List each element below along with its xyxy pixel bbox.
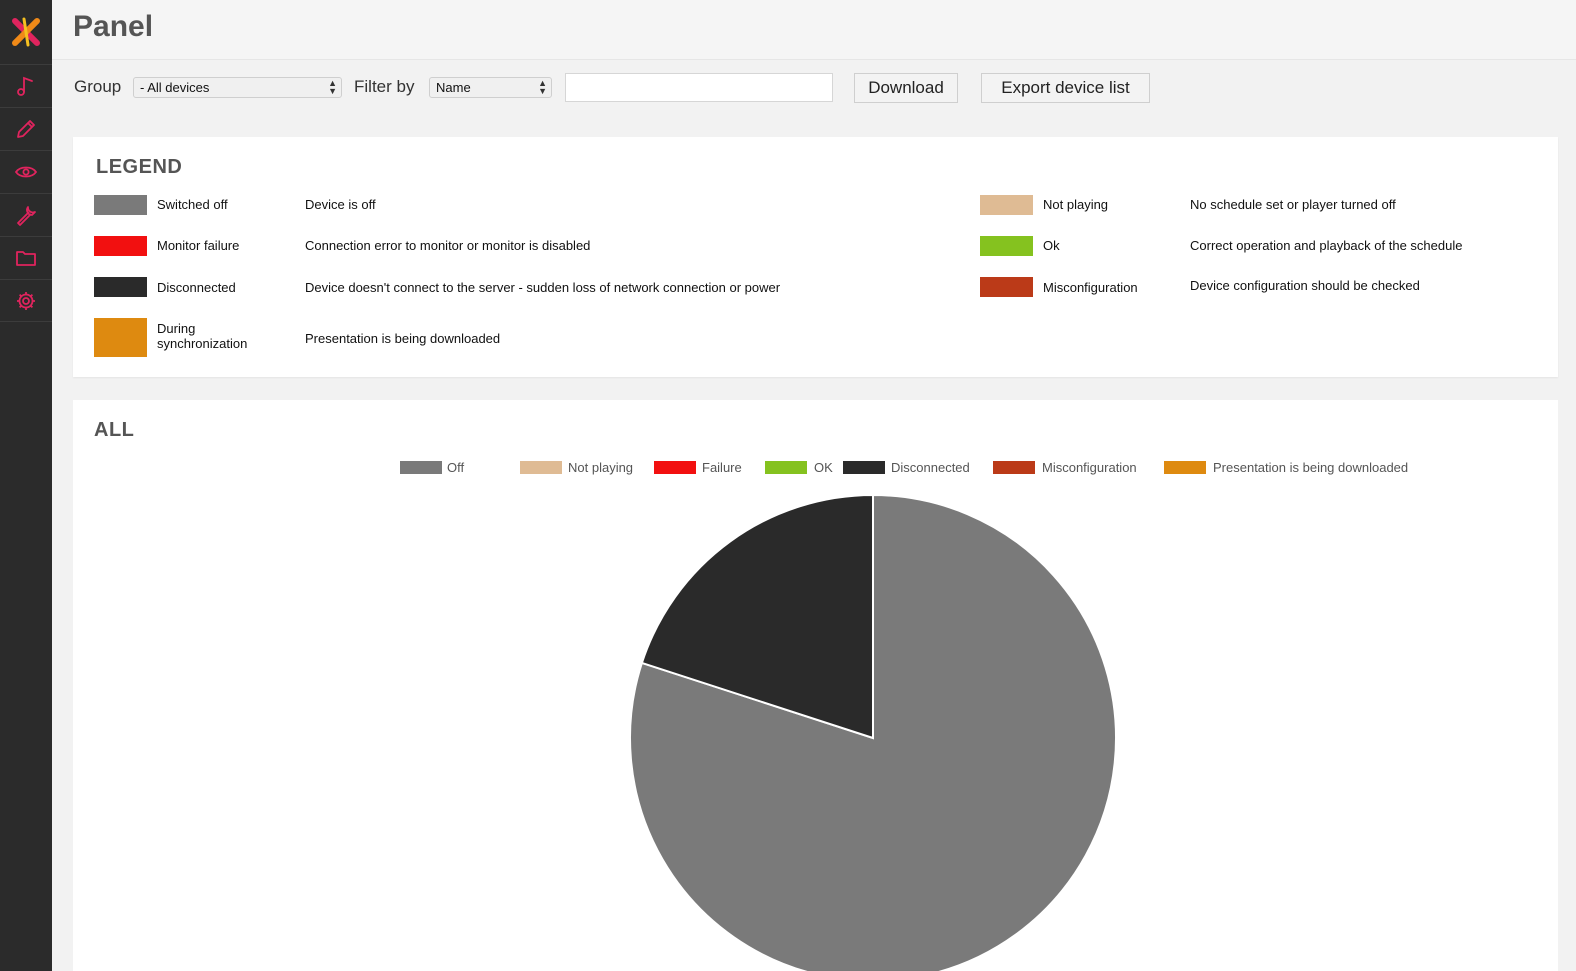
chart-legend-label-downloading[interactable]: Presentation is being downloaded (1213, 460, 1409, 475)
all-devices-chart-card: ALL Off Not playing Failure OK Disconnec… (73, 400, 1558, 971)
chart-legend-swatch-off[interactable] (400, 461, 442, 474)
legend-desc-not-playing: No schedule set or player turned off (1190, 197, 1396, 212)
eye-icon (14, 166, 38, 178)
legend-swatch-not-playing (980, 195, 1033, 215)
app-logo[interactable] (0, 0, 52, 64)
legend-swatch-disconnected (94, 277, 147, 297)
sidebar (0, 0, 52, 971)
chart-legend-swatch-failure[interactable] (654, 461, 696, 474)
chart-legend-swatch-disconnected[interactable] (843, 461, 885, 474)
legend-desc-during-synchronization: Presentation is being downloaded (305, 331, 501, 346)
download-button[interactable]: Download (854, 73, 958, 103)
chart-legend-label-failure[interactable]: Failure (702, 460, 742, 475)
sidebar-item-tools[interactable] (0, 193, 52, 236)
select-arrows-icon: ▲ ▼ (328, 78, 337, 96)
chart-legend-label-disconnected[interactable]: Disconnected (891, 460, 970, 475)
chart-legend-swatch-ok[interactable] (765, 461, 807, 474)
sidebar-item-preview[interactable] (0, 150, 52, 193)
legend-desc-ok: Correct operation and playback of the sc… (1190, 238, 1463, 253)
chart-legend-label-not-playing[interactable]: Not playing (568, 460, 634, 475)
legend-swatch-monitor-failure (94, 236, 147, 256)
filter-toolbar: Group - All devices ▲ ▼ Filter by Name ▲ ▼… (52, 61, 1576, 116)
legend-swatch-misconfiguration (980, 277, 1033, 297)
pie-chart (629, 493, 1117, 971)
pie-slice-off[interactable] (629, 493, 1117, 971)
legend-swatch-switched-off (94, 195, 147, 215)
legend-desc-disconnected: Device doesn't connect to the server - s… (305, 280, 781, 295)
legend-swatch-ok (980, 236, 1033, 256)
logo-icon (12, 17, 40, 47)
chart-legend-swatch-not-playing[interactable] (520, 461, 562, 474)
header: Panel (52, 0, 1576, 60)
page-title: Panel (73, 10, 154, 43)
legend-desc-misconfiguration: Device configuration should be checked (1190, 278, 1420, 293)
chart-legend-label-ok[interactable]: OK (814, 460, 833, 475)
filter-label: Filter by (354, 77, 415, 96)
sidebar-item-media[interactable] (0, 64, 52, 107)
chart-legend-swatch-misconfiguration[interactable] (993, 461, 1035, 474)
legend-title: LEGEND (96, 156, 183, 178)
select-arrows-icon: ▲ ▼ (538, 78, 547, 96)
legend-name-during-synchronization: During synchronization (157, 321, 248, 351)
filter-select[interactable]: Name ▲ ▼ (429, 77, 552, 98)
sidebar-item-edit[interactable] (0, 107, 52, 150)
group-select-value: - All devices (140, 80, 210, 95)
legend-name-ok: Ok (1043, 238, 1060, 253)
chart-title: ALL (94, 419, 135, 441)
pie-slice-disconnected[interactable] (640, 493, 874, 740)
legend-swatch-during-synchronization (94, 318, 147, 357)
filter-select-value: Name (436, 80, 471, 95)
sidebar-item-files[interactable] (0, 236, 52, 279)
sidebar-item-settings[interactable] (0, 279, 52, 322)
chart-legend-swatch-downloading[interactable] (1164, 461, 1206, 474)
legend-name-switched-off: Switched off (157, 197, 228, 212)
legend-name-disconnected: Disconnected (157, 280, 236, 295)
legend-desc-monitor-failure: Connection error to monitor or monitor i… (305, 238, 591, 253)
chart-legend-label-misconfiguration[interactable]: Misconfiguration (1042, 460, 1137, 475)
music-note-icon (17, 76, 33, 96)
group-label: Group (74, 77, 122, 96)
group-select[interactable]: - All devices ▲ ▼ (133, 77, 342, 98)
export-device-list-button[interactable]: Export device list (981, 73, 1150, 103)
legend-name-misconfiguration: Misconfiguration (1043, 280, 1138, 295)
legend-name-not-playing: Not playing (1043, 197, 1109, 212)
wrench-icon (17, 206, 36, 226)
legend-name-monitor-failure: Monitor failure (157, 238, 240, 253)
pencil-icon (17, 120, 35, 138)
folder-icon (16, 251, 36, 266)
chart-legend-label-off[interactable]: Off (447, 460, 465, 475)
legend-card: LEGEND Switched off Device is off Monito… (73, 137, 1558, 377)
legend-desc-switched-off: Device is off (305, 197, 376, 212)
gear-icon (17, 291, 35, 310)
filter-input[interactable] (565, 73, 833, 102)
